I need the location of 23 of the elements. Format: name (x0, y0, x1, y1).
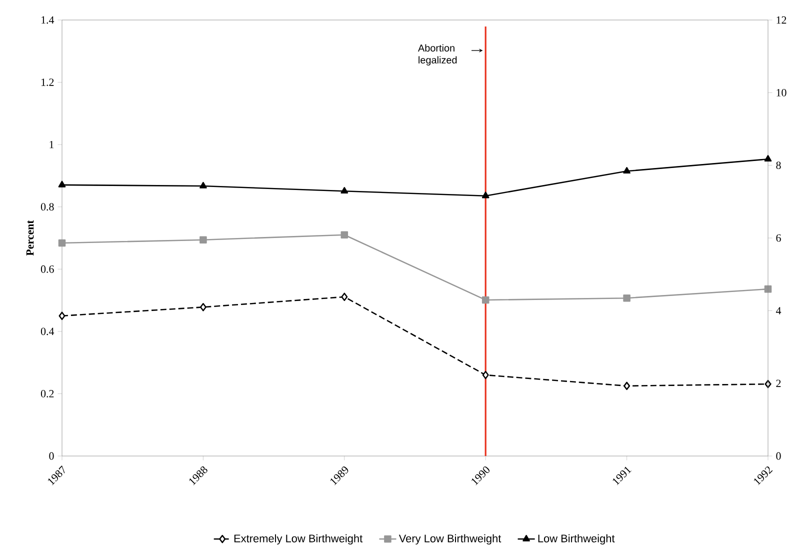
x-tick-label: 1991 (612, 466, 632, 486)
y2-tick-label: 6 (776, 234, 781, 242)
y-axis-title: Percent (26, 220, 34, 256)
y-tick-label: 0.4 (40, 328, 54, 336)
y-tick-label: 1.4 (42, 16, 54, 24)
y2-tick-label: 2 (776, 380, 781, 387)
x-tick-label: 1992 (754, 466, 773, 486)
y-tick-label: 1.2 (42, 78, 54, 86)
y2-tick-label: 4 (776, 307, 782, 314)
legend-label: Low Birthweight (538, 534, 615, 545)
legend-label: Very Low Birthweight (398, 534, 502, 545)
y-tick-label: 0.8 (40, 203, 54, 211)
y-tick-label: 0 (49, 452, 54, 460)
y2-tick-label: 10 (776, 88, 786, 96)
y2-tick-label: 0 (776, 452, 781, 460)
y-tick-label: 1 (50, 140, 54, 148)
y2-tick-label: 12 (776, 16, 786, 24)
y-tick-label: 0.6 (40, 265, 54, 273)
y2-tick-label: 8 (776, 162, 781, 170)
y-tick-label: 0.2 (40, 390, 54, 398)
legend-label: Extremely Low Birthweight (234, 534, 363, 545)
x-tick-label: 1990 (472, 466, 490, 486)
ref-line-label: Abortion legalized (418, 44, 457, 66)
